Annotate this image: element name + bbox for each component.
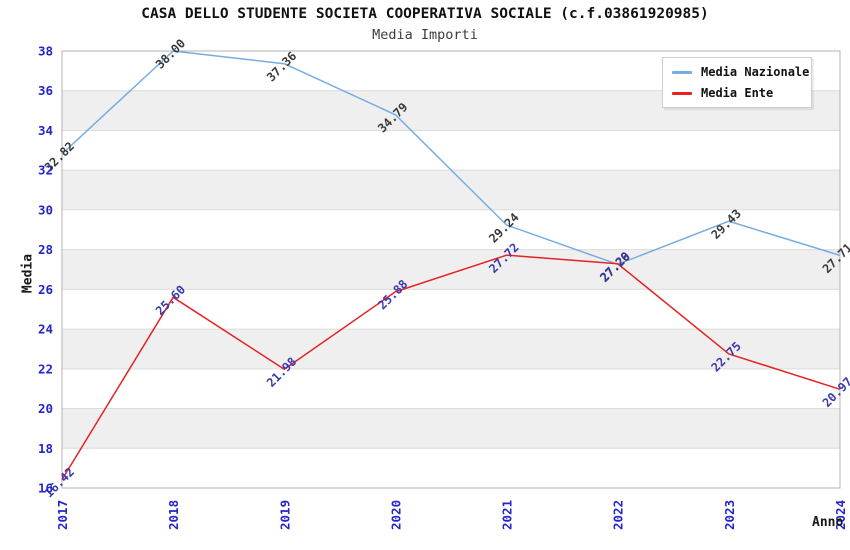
legend-box: Media Nazionale Media Ente (662, 57, 812, 108)
y-tick-label: 30 (38, 202, 53, 217)
y-tick-label: 34 (38, 123, 53, 138)
plot-band (62, 130, 840, 171)
series-line-media-ente (61, 254, 841, 481)
plot-band (62, 209, 840, 250)
plot-band (62, 249, 840, 290)
x-axis-title: Anno (812, 515, 844, 530)
x-tick-label: 2020 (388, 500, 403, 530)
plot-band (62, 408, 840, 449)
plot-band (62, 448, 840, 488)
plot-band (62, 368, 840, 409)
legend-entry-media-ente: Media Ente (672, 86, 802, 100)
legend-line-swatch-blue (672, 70, 692, 74)
y-tick-label: 26 (38, 282, 53, 297)
legend-label: Media Nazionale (701, 65, 810, 79)
x-tick-label: 2023 (722, 500, 737, 530)
y-tick-label: 20 (38, 401, 53, 416)
y-tick-label: 38 (38, 44, 53, 59)
y-tick-label: 28 (38, 242, 53, 257)
y-tick-label: 24 (38, 322, 53, 337)
legend-label: Media Ente (701, 86, 774, 100)
chart-subtitle: Media Importi (372, 27, 478, 43)
plot-band (62, 170, 840, 210)
legend-line-swatch-red (672, 91, 692, 95)
plot-band (62, 329, 840, 369)
y-axis-title: Media (20, 253, 36, 294)
y-tick-label: 36 (38, 83, 53, 98)
x-tick-label: 2024 (833, 500, 848, 530)
plot-border (61, 50, 841, 489)
legend-entry-media-nazionale: Media Nazionale (672, 65, 809, 79)
x-tick-label: 2022 (611, 500, 626, 530)
y-tick-label: 18 (38, 441, 53, 456)
x-tick-label: 2021 (500, 500, 515, 530)
chart-title: CASA DELLO STUDENTE SOCIETA COOPERATIVA … (141, 6, 709, 22)
x-tick-label: 2018 (166, 500, 181, 530)
series-line-media-nazionale (61, 50, 841, 266)
x-tick-label: 2019 (277, 500, 292, 530)
x-tick-label: 2017 (55, 500, 70, 530)
y-tick-label: 22 (38, 361, 53, 376)
y-tick-label: 16 (38, 481, 53, 496)
y-tick-label: 32 (38, 163, 53, 178)
